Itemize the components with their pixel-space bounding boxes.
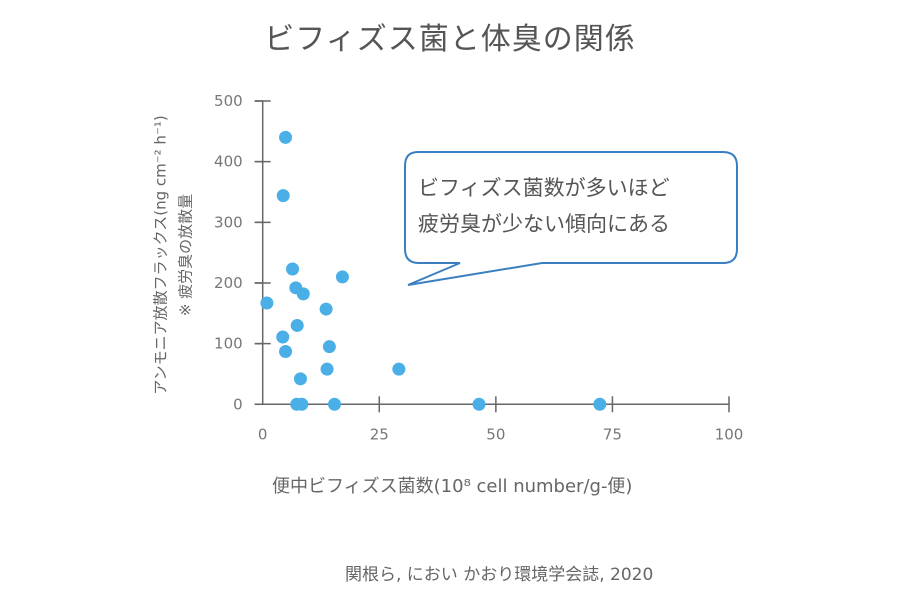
data-point [319, 302, 333, 316]
x-tick-label: 0 [258, 425, 268, 443]
y-tick-label: 400 [214, 153, 243, 171]
data-point [392, 362, 406, 376]
data-point [260, 296, 274, 310]
data-points [260, 130, 607, 411]
source-citation: 関根ら, におい かおり環境学会誌, 2020 [345, 565, 654, 585]
data-point [276, 330, 290, 344]
data-point [320, 362, 334, 376]
x-tick-label: 100 [715, 425, 744, 443]
data-point [279, 345, 293, 359]
callout-line-2: 疲労臭が少ない傾向にある [418, 212, 670, 236]
data-point [322, 340, 336, 354]
callout-text: ビフィズス菌数が多いほど 疲労臭が少ない傾向にある [418, 170, 670, 242]
y-tick-label: 500 [214, 92, 243, 110]
data-point [328, 397, 342, 411]
data-point [293, 372, 307, 386]
x-tick-label: 50 [486, 425, 505, 443]
callout-line-1: ビフィズス菌数が多いほど [418, 176, 670, 200]
y-tick-label: 300 [214, 213, 243, 231]
y-tick-label: 100 [214, 335, 243, 353]
data-point [290, 318, 304, 332]
chart-title: ビフィズス菌と体臭の関係 [264, 22, 636, 57]
x-tick-label: 75 [603, 425, 622, 443]
axes: 0 100 200 300 400 500 0 25 50 75 100 [214, 92, 743, 443]
y-tick-label: 200 [214, 274, 243, 292]
y-tick-label: 0 [233, 395, 243, 413]
data-point [296, 287, 310, 301]
data-point [593, 397, 607, 411]
data-point [472, 397, 486, 411]
data-point [295, 397, 309, 411]
callout-bubble [404, 151, 738, 286]
x-axis-label: 便中ビフィズス菌数(10⁸ cell number/g-便) [272, 476, 633, 497]
x-tick-label: 25 [370, 425, 389, 443]
data-point [286, 262, 300, 276]
data-point [279, 130, 293, 144]
data-point [276, 189, 290, 203]
data-point [335, 270, 349, 284]
